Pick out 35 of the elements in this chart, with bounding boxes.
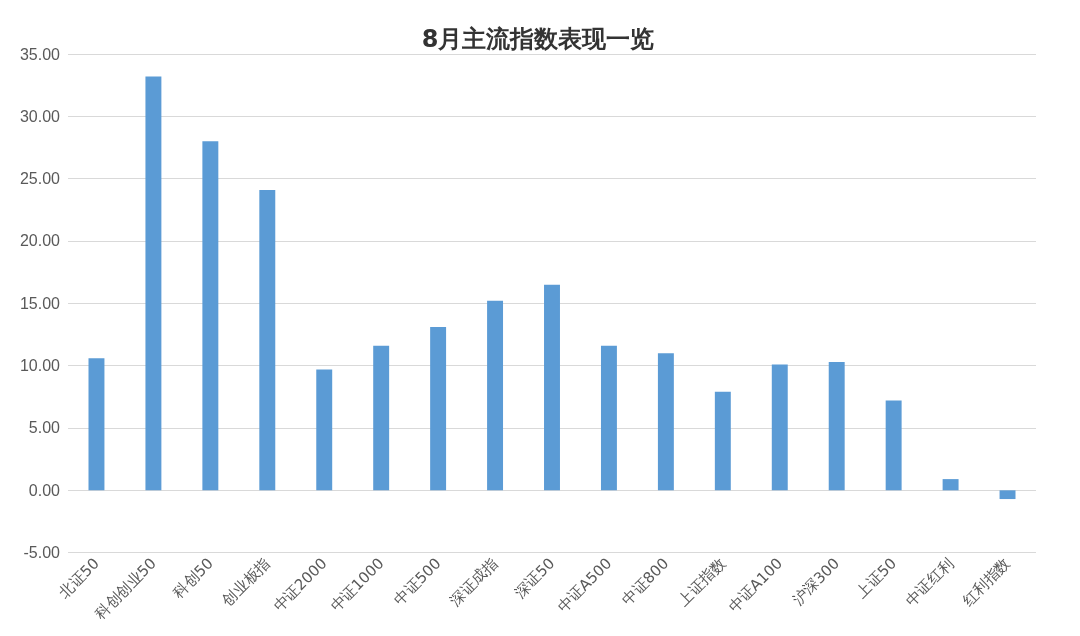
- bar: [771, 364, 788, 491]
- bar: [430, 327, 447, 491]
- bar: [544, 284, 560, 491]
- bar: [316, 369, 333, 491]
- x-tick-label: 中证红利: [901, 554, 957, 610]
- y-tick-label: 25.00: [19, 170, 61, 188]
- bar: [202, 141, 219, 491]
- bar: [373, 345, 390, 491]
- bar: [145, 76, 162, 491]
- y-tick-label: 15.00: [19, 294, 61, 312]
- y-tick-label: 5.00: [28, 419, 61, 437]
- y-tick-label: 10.00: [19, 357, 61, 375]
- bar: [714, 391, 731, 491]
- y-tick-label: 0.00: [28, 481, 61, 499]
- y-tick-label: -5.00: [23, 544, 61, 562]
- bar: [600, 345, 617, 491]
- chart-title: 8月主流指数表现一览: [421, 25, 655, 53]
- bar: [828, 361, 845, 491]
- x-tick-label: 上证指数: [674, 554, 730, 610]
- x-tick-label: 创业板指: [218, 554, 274, 610]
- x-tick-label: 红利指数: [958, 554, 1014, 610]
- bar: [259, 189, 276, 491]
- y-tick-label: 35.00: [19, 45, 61, 63]
- x-tick-label: 深证50: [510, 554, 559, 602]
- bar: [999, 490, 1016, 500]
- y-tick-label: 20.00: [19, 232, 61, 250]
- x-tick-label: 深证成指: [446, 554, 502, 610]
- y-tick-label: 30.00: [19, 107, 61, 125]
- bar: [942, 479, 959, 491]
- bar: [487, 300, 504, 491]
- bar: [885, 400, 902, 491]
- bar: [657, 353, 674, 491]
- bar: [88, 358, 105, 491]
- x-tick-label: 上证50: [852, 554, 901, 602]
- x-tick-label: 科创50: [169, 554, 217, 602]
